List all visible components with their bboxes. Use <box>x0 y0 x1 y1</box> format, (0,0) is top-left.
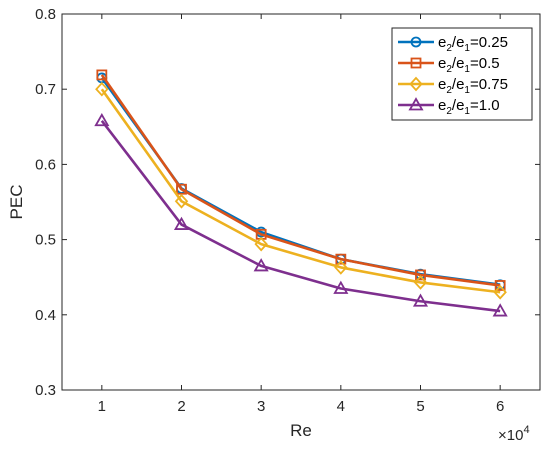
series-line <box>100 119 501 313</box>
legend-entry: e2/e1=0.25 <box>398 34 508 54</box>
legend-marker-square <box>410 57 422 69</box>
data-point-diamond <box>413 275 428 290</box>
y-tick-label: 0.7 <box>35 81 56 98</box>
data-point-triangle <box>173 216 190 230</box>
y-axis-label: PEC <box>7 185 26 220</box>
y-tick-label: 0.8 <box>35 6 56 23</box>
data-point-diamond <box>334 260 348 275</box>
data-point-diamond <box>493 284 507 300</box>
legend-entry: e2/e1=1.0 <box>398 97 500 117</box>
x-axis-multiplier: ×104 <box>498 424 530 444</box>
data-point-triangle <box>412 293 429 307</box>
series-2 <box>96 69 506 291</box>
data-point-square <box>494 280 506 291</box>
plot-frame <box>61 13 541 391</box>
y-tick-label: 0.3 <box>35 382 56 399</box>
x-tick-label: 1 <box>98 398 106 415</box>
axis-ticks: 1 2 3 4 5 6 0.3 0.4 0.5 0.6 0.7 0.8 <box>35 6 540 415</box>
x-multiplier-exponent: 4 <box>523 424 529 436</box>
x-axis-label: Re <box>290 421 312 440</box>
data-point-diamond <box>174 193 189 209</box>
x-tick-label: 5 <box>416 398 424 415</box>
y-tick-label: 0.5 <box>35 232 56 249</box>
legend-entry: e2/e1=0.5 <box>398 55 500 75</box>
x-tick-label: 3 <box>257 398 265 415</box>
data-point-triangle <box>253 258 269 272</box>
data-point-square <box>415 269 426 281</box>
data-point-triangle <box>333 280 349 294</box>
series-layer <box>94 69 508 317</box>
data-point-square <box>96 69 108 81</box>
data-point-diamond <box>254 236 268 252</box>
x-multiplier-base: ×10 <box>498 427 523 444</box>
x-tick-label: 2 <box>177 398 185 415</box>
legend-entry: e2/e1=0.75 <box>398 76 508 96</box>
data-point-triangle <box>94 112 110 127</box>
x-tick-label: 4 <box>337 398 345 415</box>
series-3 <box>95 81 507 300</box>
data-point-diamond <box>95 81 109 97</box>
legend-marker-diamond <box>409 76 423 92</box>
x-tick-label: 6 <box>496 398 504 415</box>
series-line <box>100 88 501 294</box>
series-line <box>100 74 501 287</box>
legend-marker-circle <box>410 36 422 48</box>
legend-label: e2/e1=1.0 <box>438 97 500 117</box>
data-point-square <box>176 183 187 195</box>
data-point-square <box>335 253 347 265</box>
legend-label: e2/e1=0.25 <box>438 34 508 54</box>
data-point-triangle <box>492 303 508 317</box>
y-tick-label: 0.6 <box>35 156 56 173</box>
y-tick-label: 0.4 <box>35 307 56 324</box>
legend-label: e2/e1=0.5 <box>438 55 500 75</box>
legend-marker-triangle <box>408 97 424 111</box>
series-4 <box>94 112 508 317</box>
legend-label: e2/e1=0.75 <box>438 76 508 96</box>
